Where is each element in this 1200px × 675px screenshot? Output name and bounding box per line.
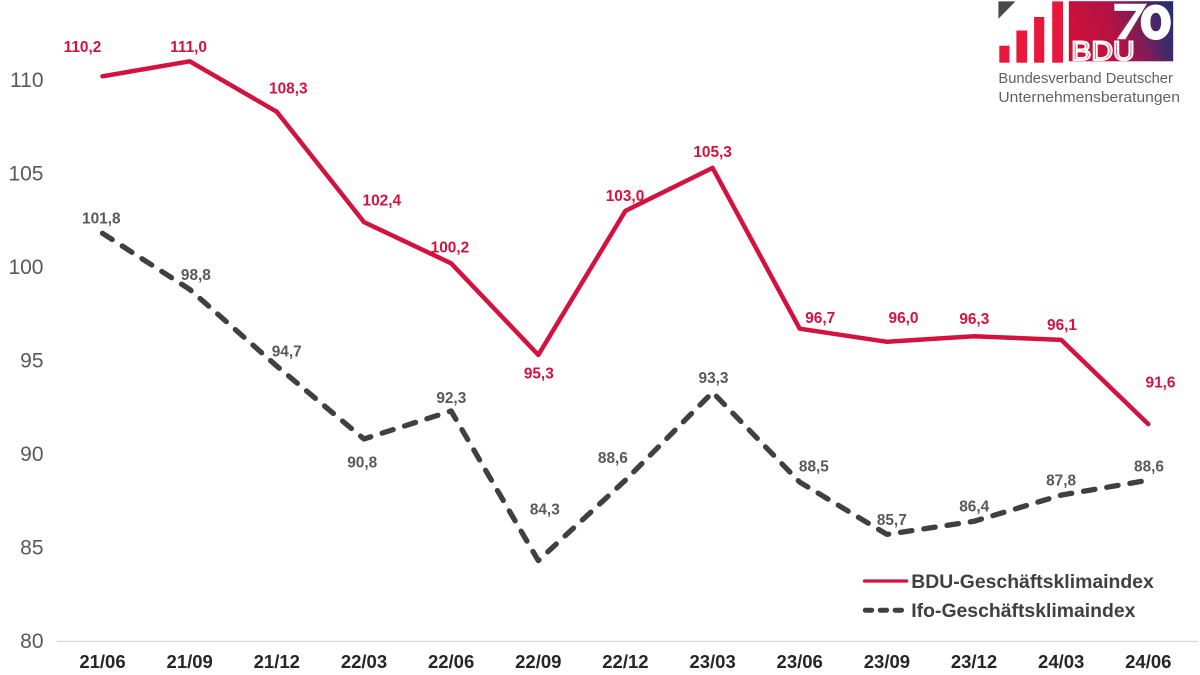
svg-text:96,3: 96,3 [959, 311, 989, 328]
svg-text:24/06: 24/06 [1125, 651, 1171, 672]
svg-text:22/09: 22/09 [515, 651, 561, 672]
svg-text:21/09: 21/09 [167, 651, 213, 672]
svg-text:85: 85 [20, 537, 43, 560]
svg-text:108,3: 108,3 [269, 81, 308, 98]
svg-text:94,7: 94,7 [272, 344, 302, 361]
svg-text:105,3: 105,3 [693, 144, 732, 161]
svg-text:88,6: 88,6 [1134, 458, 1164, 475]
svg-text:86,4: 86,4 [959, 499, 989, 516]
svg-text:23/03: 23/03 [689, 651, 735, 672]
svg-text:91,6: 91,6 [1146, 375, 1176, 392]
svg-text:111,0: 111,0 [170, 39, 207, 56]
svg-text:98,8: 98,8 [181, 267, 211, 284]
svg-text:24/03: 24/03 [1038, 651, 1084, 672]
svg-text:BDU: BDU [1071, 36, 1134, 66]
svg-text:87,8: 87,8 [1046, 473, 1076, 490]
svg-text:BDU-Geschäftsklimaindex: BDU-Geschäftsklimaindex [911, 571, 1154, 593]
svg-text:95,3: 95,3 [524, 365, 554, 382]
svg-text:96,0: 96,0 [889, 310, 919, 327]
svg-text:100,2: 100,2 [431, 239, 470, 256]
svg-text:22/03: 22/03 [341, 651, 387, 672]
svg-text:84,3: 84,3 [530, 501, 560, 518]
svg-text:80: 80 [20, 630, 43, 653]
svg-text:95: 95 [20, 350, 43, 373]
svg-text:23/12: 23/12 [951, 651, 997, 672]
svg-text:21/12: 21/12 [254, 651, 300, 672]
svg-text:101,8: 101,8 [82, 210, 121, 227]
svg-text:105: 105 [8, 163, 43, 186]
svg-text:Ifo-Geschäftsklimaindex: Ifo-Geschäftsklimaindex [911, 600, 1135, 622]
svg-text:22/06: 22/06 [428, 651, 474, 672]
svg-text:23/06: 23/06 [777, 651, 823, 672]
svg-text:85,7: 85,7 [877, 512, 907, 529]
svg-text:96,1: 96,1 [1047, 317, 1077, 334]
svg-text:103,0: 103,0 [606, 188, 645, 205]
svg-text:102,4: 102,4 [363, 193, 402, 210]
svg-text:96,7: 96,7 [805, 310, 835, 327]
svg-text:110: 110 [10, 69, 43, 92]
svg-text:21/06: 21/06 [79, 651, 125, 672]
svg-text:88,5: 88,5 [799, 458, 829, 475]
svg-text:110,2: 110,2 [64, 39, 102, 56]
svg-text:100: 100 [8, 256, 43, 279]
svg-text:22/12: 22/12 [602, 651, 648, 672]
svg-text:92,3: 92,3 [436, 390, 466, 407]
svg-text:Bundesverband Deutscher: Bundesverband Deutscher [998, 71, 1173, 87]
svg-text:90,8: 90,8 [347, 454, 377, 471]
svg-text:90: 90 [20, 443, 43, 466]
svg-text:93,3: 93,3 [699, 370, 729, 387]
svg-text:Unternehmensberatungen: Unternehmensberatungen [998, 90, 1180, 106]
svg-text:88,6: 88,6 [598, 450, 628, 467]
svg-text:23/09: 23/09 [864, 651, 910, 672]
